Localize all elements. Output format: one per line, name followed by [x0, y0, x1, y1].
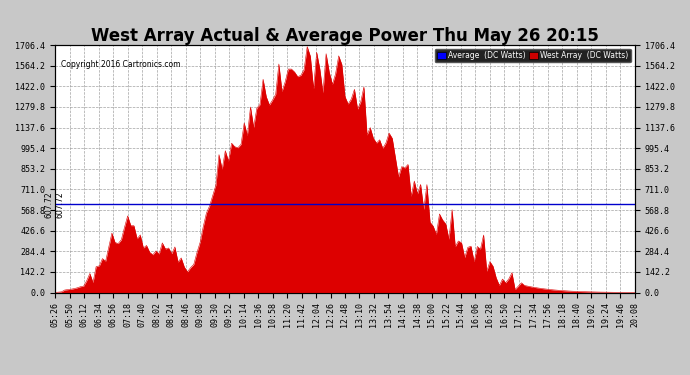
Text: Copyright 2016 Cartronics.com: Copyright 2016 Cartronics.com [61, 60, 181, 69]
Legend: Average  (DC Watts), West Array  (DC Watts): Average (DC Watts), West Array (DC Watts… [435, 49, 631, 62]
Text: 607.72: 607.72 [55, 191, 64, 217]
Title: West Array Actual & Average Power Thu May 26 20:15: West Array Actual & Average Power Thu Ma… [91, 27, 599, 45]
Text: 607.72: 607.72 [45, 191, 54, 217]
